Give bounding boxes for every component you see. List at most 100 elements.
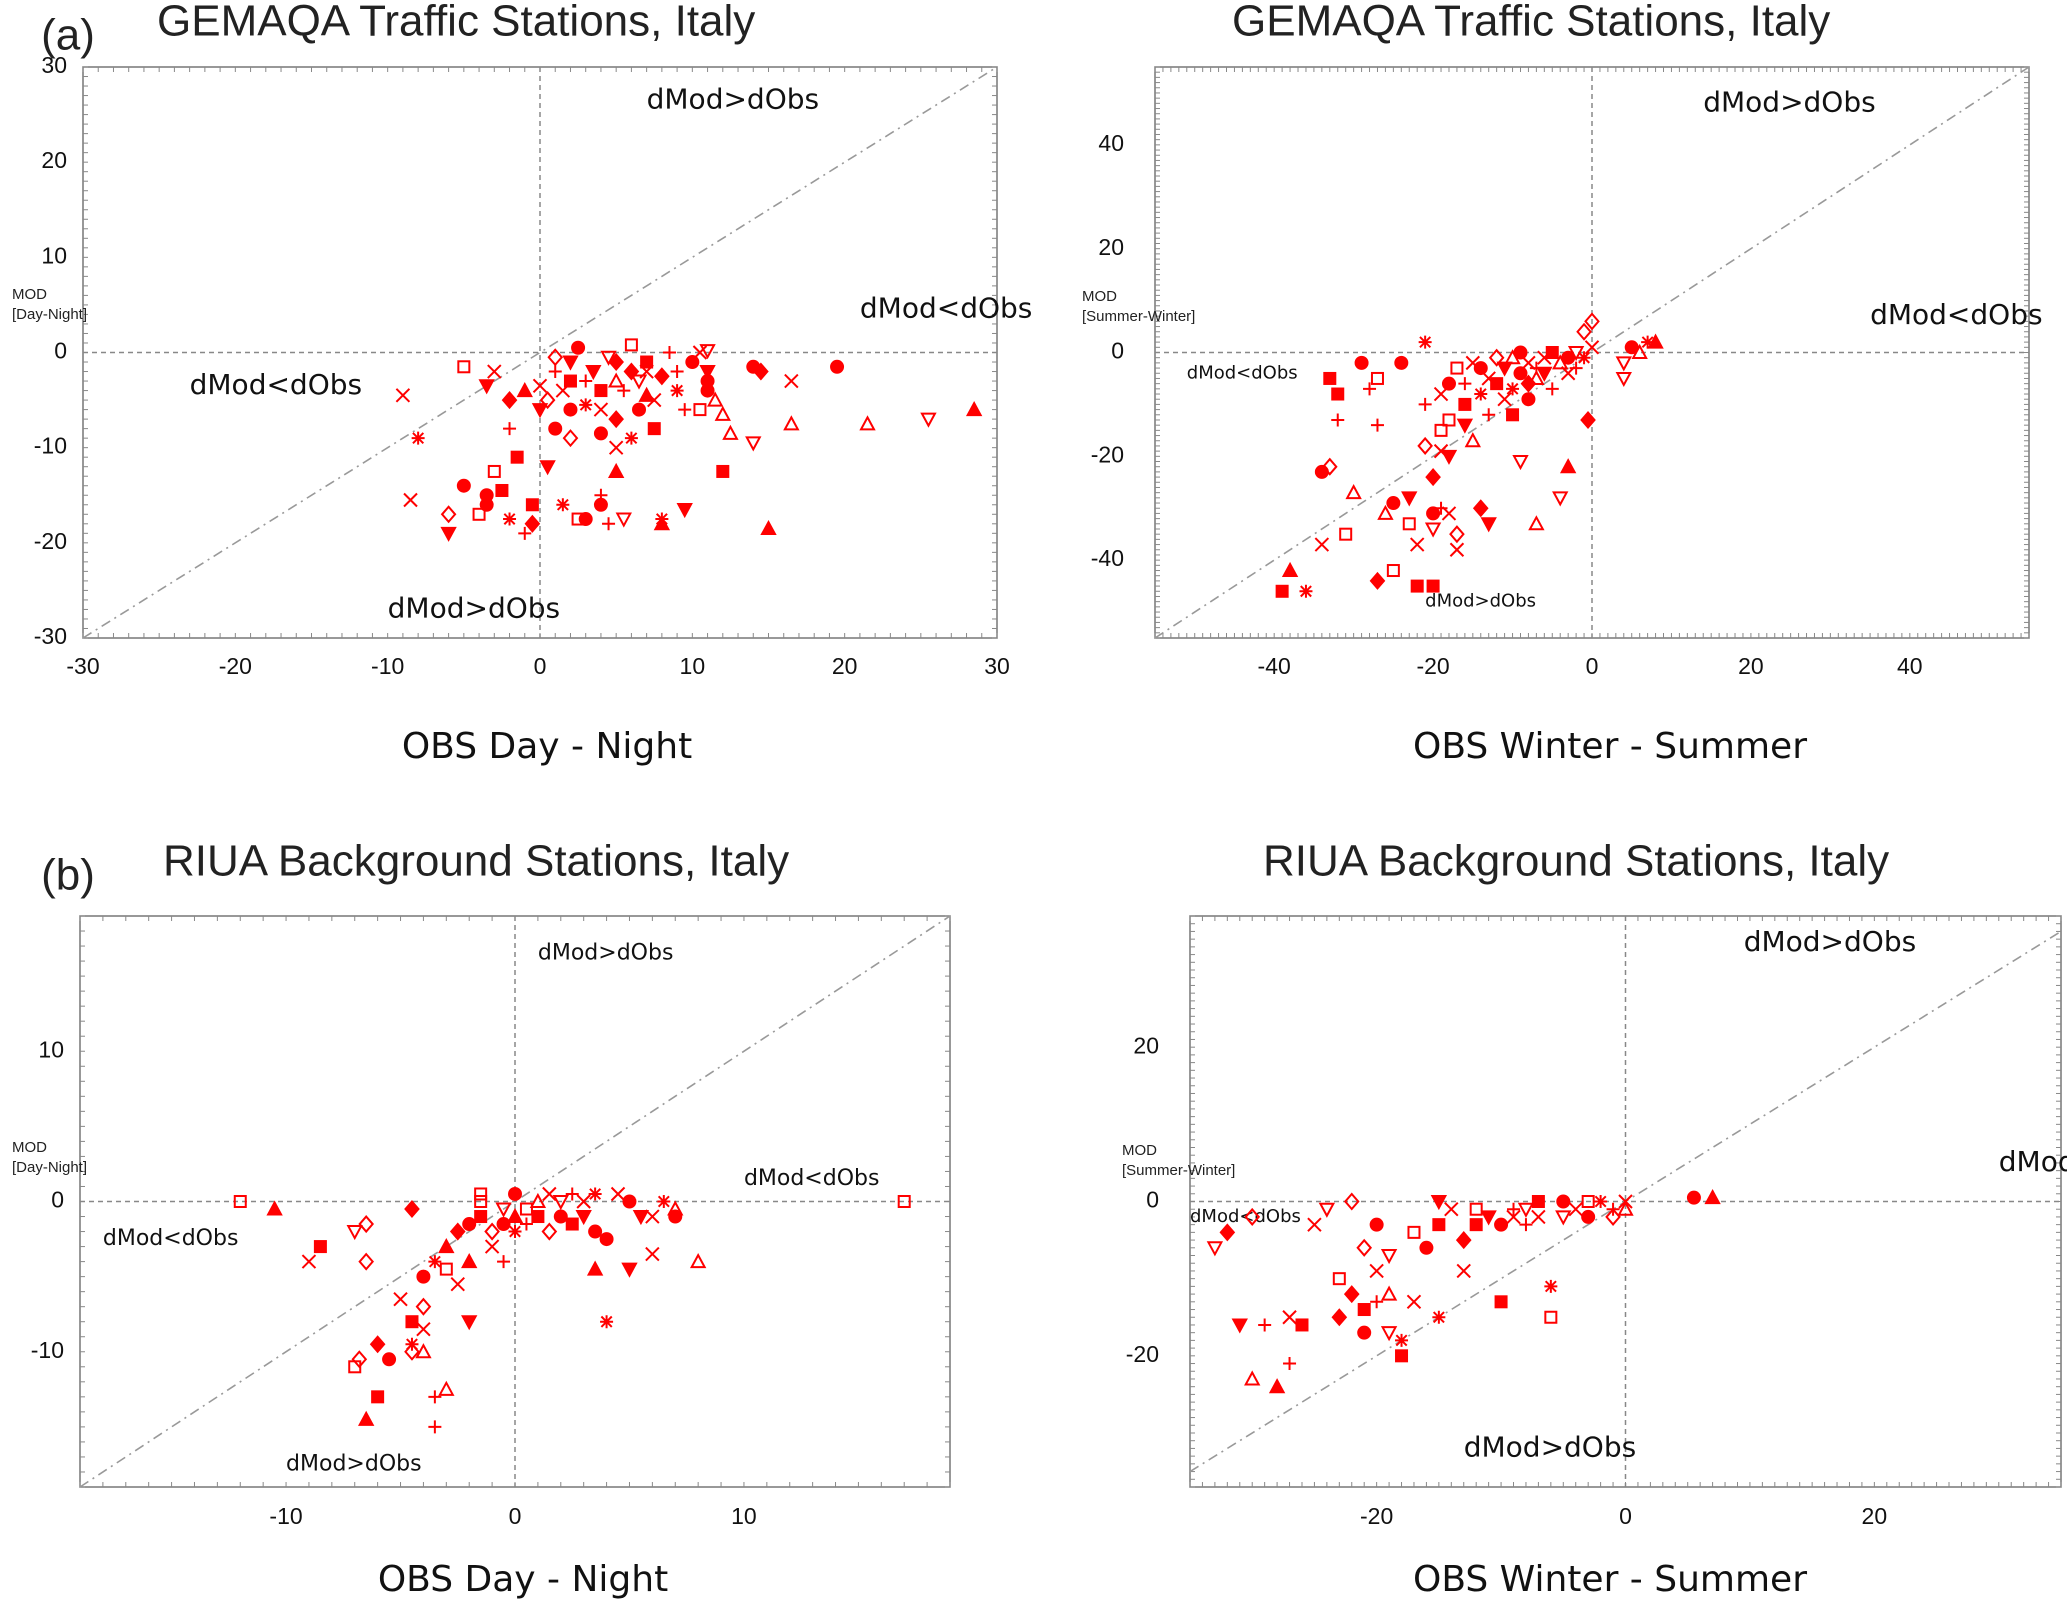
data-point-plus	[497, 1255, 511, 1269]
data-point-circle	[1394, 355, 1409, 370]
data-point-triangle	[516, 381, 533, 398]
data-point-triangle-down	[575, 1210, 592, 1226]
data-point-x	[416, 1322, 431, 1337]
data-point-square	[563, 374, 577, 388]
data-point-plus	[1519, 1218, 1533, 1232]
data-point-diamond	[1331, 1308, 1348, 1327]
x-axis-label: OBS Day - Night	[402, 726, 692, 767]
data-point-square	[525, 498, 539, 512]
data-point-square	[1357, 1303, 1371, 1317]
data-point-circle	[632, 402, 647, 417]
data-point-plus	[1363, 382, 1377, 396]
y-axis-label: [Summer-Winter]	[1082, 308, 1195, 325]
data-point-star	[1395, 1333, 1409, 1347]
data-point-star	[556, 498, 570, 512]
data-point-triangle-open	[415, 1343, 432, 1359]
data-point-square-open	[519, 1202, 533, 1216]
data-point-circle	[456, 478, 471, 493]
data-point-square	[1469, 1218, 1483, 1232]
data-point-star	[670, 384, 684, 398]
data-point-circle	[1314, 464, 1329, 479]
data-point-square	[313, 1240, 327, 1254]
data-point-triangle-down	[539, 460, 556, 476]
data-point-triangle-down-open	[1318, 1202, 1336, 1218]
data-point-square-open	[693, 403, 707, 417]
y-tick-label: -30	[34, 623, 67, 649]
data-point-square-open	[474, 1187, 488, 1201]
data-point-square-open	[571, 512, 585, 526]
data-point-circle	[1513, 366, 1528, 381]
data-point-square-open	[1434, 423, 1448, 437]
data-point-circle	[1386, 496, 1401, 511]
region-annotation: dMod>dObs	[388, 591, 560, 624]
chart-panel-4: RIUA Background Stations, Italy -20 0 20 20 0…	[1122, 837, 2067, 1600]
chart-title: RIUA Background Stations, Italy	[1263, 837, 1889, 886]
data-point-square	[647, 422, 661, 436]
data-point-triangle-down	[562, 355, 579, 371]
data-point-star	[428, 1255, 442, 1269]
data-point-square-open	[1544, 1310, 1558, 1324]
data-point-triangle-open	[607, 372, 625, 388]
data-point-x	[1531, 1209, 1546, 1225]
data-point-circle	[588, 1224, 603, 1239]
data-point-diamond-open	[1356, 1238, 1373, 1257]
identity-line	[79, 915, 951, 1488]
data-point-plus	[1258, 1318, 1272, 1332]
data-point-circle	[1354, 355, 1369, 370]
region-annotation: dMod>dObs	[1703, 85, 1875, 118]
data-point-plus	[1458, 377, 1472, 391]
data-point-triangle-down-open	[1555, 1210, 1572, 1226]
data-point-star	[1544, 1279, 1558, 1293]
data-point-square	[565, 1217, 579, 1231]
data-point-triangle-open	[1345, 484, 1362, 500]
data-point-plus	[519, 1217, 533, 1231]
data-point-plus	[617, 384, 631, 398]
data-point-star	[600, 1315, 614, 1329]
data-point-diamond-open	[358, 1252, 375, 1271]
x-axis-label: OBS Winter - Summer	[1413, 726, 1807, 767]
data-point-square	[1531, 1195, 1545, 1208]
x-tick-label: 10	[680, 653, 706, 679]
y-axis-label: MOD	[1122, 1142, 1157, 1159]
data-point-circle	[479, 497, 494, 512]
data-point-square-open	[1469, 1202, 1483, 1216]
data-point-circle	[496, 1217, 511, 1232]
data-point-plus	[1370, 418, 1384, 432]
x-tick-label: 0	[1619, 1503, 1632, 1529]
region-annotation: dMod<dObs	[1187, 362, 1298, 383]
data-point-circle	[830, 359, 845, 374]
data-point-diamond-open	[440, 505, 457, 524]
x-tick-label: 40	[1897, 653, 1923, 679]
data-point-diamond	[1455, 1231, 1472, 1250]
data-point-plus	[579, 374, 593, 388]
y-tick-label: -40	[1091, 545, 1124, 571]
data-point-triangle-down-open	[1517, 1202, 1535, 1218]
data-point-triangle-down	[1536, 366, 1553, 382]
y-tick-label: 0	[1111, 338, 1124, 364]
data-point-triangle-down-open	[630, 374, 648, 390]
data-point-circle	[548, 421, 563, 436]
y-tick-label: 10	[38, 1036, 64, 1062]
data-point-x	[645, 1246, 660, 1262]
data-point-triangle-open	[859, 415, 876, 431]
data-point-triangle-down-open	[1380, 1326, 1398, 1342]
data-point-triangle-open	[714, 405, 731, 421]
data-point-triangle	[638, 386, 655, 402]
data-point-circle	[462, 1217, 477, 1232]
data-point-triangle-open	[1528, 515, 1545, 531]
region-annotation: dMod<dObs	[1999, 1145, 2067, 1178]
x-tick-label: 0	[509, 1503, 522, 1529]
data-point-circle	[1521, 392, 1536, 407]
data-point-square	[1426, 579, 1440, 593]
data-point-triangle-open	[438, 1380, 455, 1396]
data-point-triangle-down-open	[1615, 371, 1632, 388]
data-point-plus	[1569, 361, 1583, 375]
data-point-circle	[1494, 1217, 1509, 1232]
data-point-triangle	[1647, 333, 1664, 349]
y-axis-label: [Day-Night]	[12, 306, 87, 323]
data-point-circle	[1426, 506, 1441, 521]
data-point-x	[403, 492, 418, 508]
data-point-triangle	[266, 1200, 283, 1216]
data-point-triangle-down	[1401, 491, 1418, 507]
